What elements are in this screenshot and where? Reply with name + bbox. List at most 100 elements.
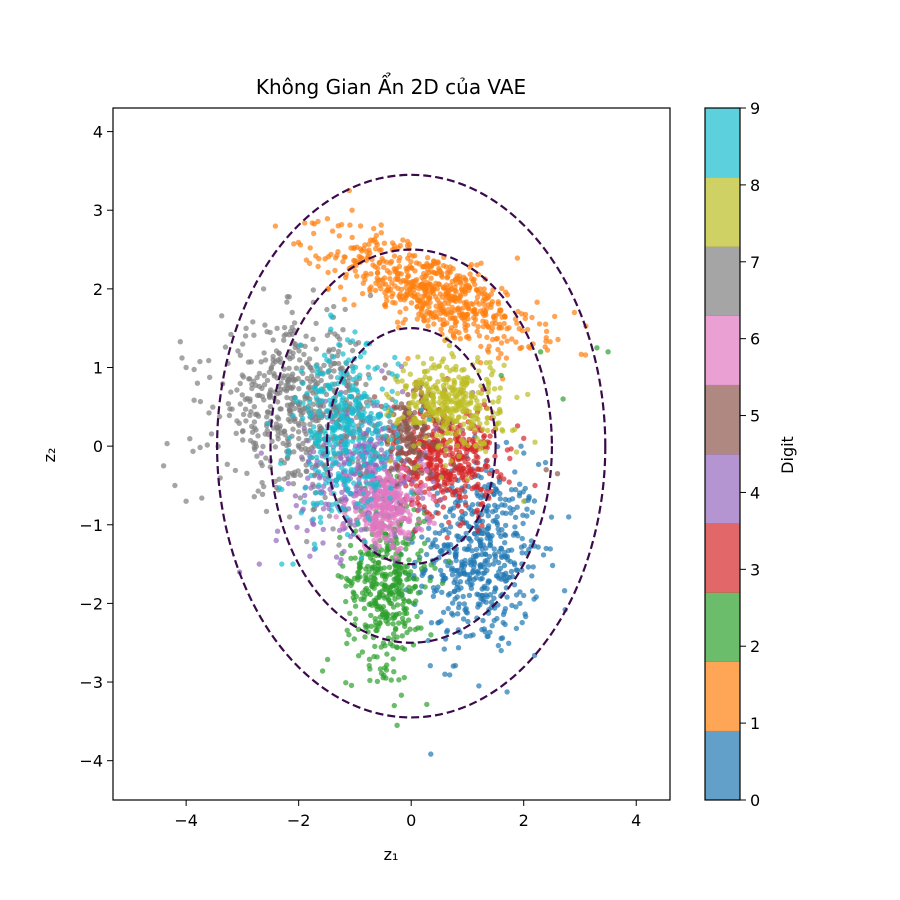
data-point <box>293 502 299 509</box>
data-point <box>443 514 449 520</box>
data-point <box>343 598 349 605</box>
data-point <box>269 438 275 444</box>
data-point <box>392 478 399 484</box>
data-point <box>285 480 292 487</box>
data-point <box>503 355 510 361</box>
data-point <box>270 337 276 343</box>
data-point <box>315 399 322 406</box>
data-point <box>355 340 362 346</box>
data-point <box>328 374 334 380</box>
data-point <box>405 475 411 481</box>
data-point <box>484 633 490 639</box>
data-point <box>503 522 509 529</box>
data-point <box>368 459 374 465</box>
data-point <box>428 620 435 626</box>
data-point <box>571 309 578 316</box>
data-point <box>353 493 359 499</box>
data-point <box>491 386 498 392</box>
data-point <box>300 380 306 387</box>
data-point <box>416 557 422 563</box>
data-point <box>321 362 327 368</box>
data-point <box>340 351 346 357</box>
data-point <box>315 469 322 475</box>
data-point <box>425 255 431 261</box>
data-point <box>447 368 453 374</box>
data-point <box>336 527 343 534</box>
data-point <box>406 410 412 416</box>
data-point <box>275 436 281 442</box>
data-point <box>363 341 369 348</box>
data-point <box>520 512 526 518</box>
data-point <box>508 487 515 493</box>
data-point <box>452 577 458 583</box>
data-point <box>475 416 481 422</box>
data-point <box>439 372 445 378</box>
data-point <box>394 432 401 438</box>
data-point <box>398 424 404 431</box>
data-point <box>427 491 433 498</box>
data-point <box>483 545 489 551</box>
data-point <box>475 570 482 577</box>
data-point <box>356 410 362 417</box>
data-point <box>301 421 307 428</box>
data-point <box>312 439 319 445</box>
data-point <box>442 542 448 549</box>
data-point <box>352 329 358 335</box>
data-point <box>361 462 367 468</box>
data-point <box>405 541 411 547</box>
data-point <box>481 440 487 446</box>
data-point <box>357 223 364 229</box>
data-point <box>423 435 429 441</box>
data-point <box>480 426 486 432</box>
data-point <box>482 560 488 567</box>
data-point <box>369 430 375 437</box>
data-point <box>443 393 449 399</box>
data-point <box>426 376 433 382</box>
data-point <box>504 338 510 344</box>
data-point <box>443 447 449 454</box>
data-point <box>394 722 400 728</box>
data-point <box>493 573 500 579</box>
data-point <box>289 371 296 377</box>
data-point <box>471 564 477 571</box>
data-point <box>342 510 348 516</box>
data-point <box>318 519 324 526</box>
data-point <box>370 262 376 268</box>
data-point <box>281 337 287 343</box>
data-point <box>452 284 458 291</box>
data-point <box>594 345 600 351</box>
data-point <box>387 260 394 266</box>
data-point <box>324 306 330 313</box>
data-point <box>365 563 371 570</box>
data-point <box>458 469 465 476</box>
data-point <box>261 397 267 403</box>
data-point <box>343 389 349 396</box>
data-point <box>228 331 234 338</box>
data-point <box>432 565 438 571</box>
data-point <box>336 233 342 239</box>
data-point <box>350 365 356 371</box>
data-point <box>451 588 458 595</box>
data-point <box>407 371 413 377</box>
data-point <box>415 354 421 360</box>
data-point <box>345 378 351 384</box>
data-point <box>552 313 558 320</box>
data-point <box>207 374 213 380</box>
data-point <box>512 514 519 521</box>
data-point <box>304 468 310 474</box>
data-point <box>264 414 270 420</box>
data-point <box>512 486 519 493</box>
data-point <box>442 452 448 459</box>
data-point <box>395 245 401 251</box>
data-point <box>363 591 370 597</box>
data-point <box>322 494 328 501</box>
data-point <box>430 314 437 321</box>
data-point <box>374 513 380 519</box>
data-point <box>371 448 377 454</box>
data-point <box>392 283 398 289</box>
data-point <box>343 447 349 454</box>
data-point <box>445 398 452 405</box>
data-point <box>418 609 424 615</box>
data-point <box>378 670 385 676</box>
data-point <box>454 418 460 424</box>
